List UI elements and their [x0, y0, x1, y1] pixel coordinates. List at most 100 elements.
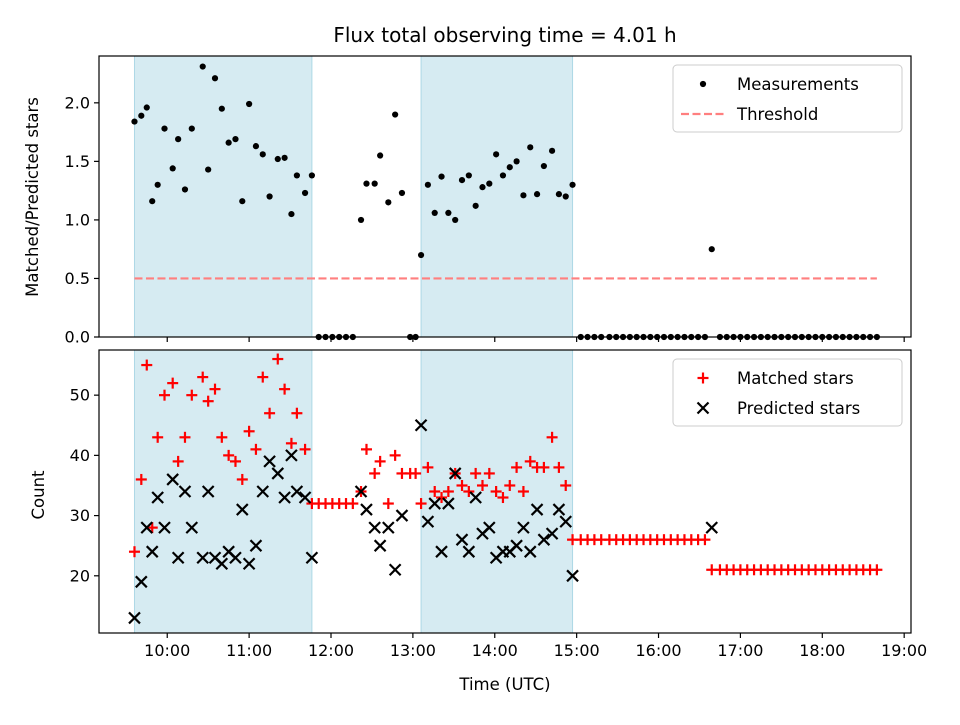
- predicted-star-marker: [510, 539, 523, 552]
- matched-star-marker: [141, 359, 153, 371]
- legend-box: [672, 358, 903, 427]
- predicted-star-marker: [455, 533, 469, 546]
- y-tick-label: 0.5: [65, 269, 90, 288]
- predicted-star-marker: [705, 521, 719, 534]
- measurement-point: [377, 152, 384, 159]
- top-y-axis-label: Matched/Predicted stars: [23, 97, 42, 297]
- predicted-star-marker: [469, 491, 482, 504]
- measurement-point: [452, 216, 459, 224]
- matched-star-marker: [524, 455, 536, 467]
- measurement-point: [431, 209, 438, 216]
- matched-star-marker: [272, 353, 284, 365]
- matched-star-marker: [264, 407, 276, 419]
- measurement-point: [169, 165, 176, 172]
- y-tick-label: 1.5: [65, 152, 90, 171]
- matched-star-marker: [476, 479, 488, 491]
- measurement-point: [527, 144, 534, 151]
- bottom-y-axis-label: Count: [29, 470, 48, 520]
- predicted-star-marker: [373, 539, 387, 552]
- bottom-axes-frame: [98, 349, 912, 634]
- predicted-star-marker: [552, 503, 566, 516]
- measurement-point: [533, 191, 541, 198]
- matched-star-marker: [422, 461, 434, 473]
- matched-star-marker: [197, 371, 209, 383]
- predicted-star-marker: [185, 521, 199, 534]
- matched-star-marker: [360, 443, 372, 455]
- measurement-point: [225, 139, 232, 146]
- measurement-point: [288, 210, 295, 218]
- matched-star-marker: [257, 371, 269, 383]
- measurement-point: [445, 209, 452, 216]
- measurement-point: [181, 186, 189, 193]
- matched-star-marker: [442, 486, 454, 497]
- legend-label: Matched stars: [737, 369, 854, 388]
- matched-star-marker: [299, 443, 311, 455]
- measurement-point: [211, 75, 219, 82]
- measurement-point: [154, 181, 161, 188]
- predicted-star-marker: [523, 545, 537, 558]
- matched-star-marker: [186, 389, 198, 401]
- measurement-point: [555, 191, 563, 198]
- predicted-star-marker: [360, 503, 373, 516]
- matched-star-marker: [285, 437, 297, 449]
- measurement-point: [438, 173, 445, 180]
- measurement-point: [281, 154, 288, 161]
- measurement-point: [301, 189, 309, 197]
- matched-star-marker: [497, 492, 509, 504]
- predicted-star-marker: [517, 521, 530, 534]
- measurement-point: [417, 251, 425, 259]
- y-tick-label: 50: [70, 386, 90, 405]
- y-tick-label: 1.0: [65, 210, 90, 229]
- predicted-star-marker: [566, 569, 579, 583]
- measurement-point: [499, 172, 507, 179]
- matched-star-marker: [202, 395, 214, 407]
- measurement-point: [246, 100, 253, 108]
- predicted-star-marker: [128, 611, 141, 625]
- predicted-star-marker: [537, 533, 551, 546]
- predicted-star-marker: [236, 503, 249, 516]
- measurement-point: [708, 246, 715, 253]
- measurement-point: [205, 166, 212, 173]
- measurement-point: [357, 216, 365, 224]
- predicted-star-marker: [442, 497, 455, 510]
- y-tick-label: 30: [70, 506, 90, 525]
- measurement-point: [131, 118, 138, 125]
- matched-star-marker: [382, 498, 394, 510]
- predicted-star-marker: [215, 557, 229, 571]
- matched-star-marker: [553, 461, 565, 473]
- measurement-point: [252, 143, 260, 150]
- matched-star-marker: [560, 479, 572, 491]
- measurement-point: [479, 184, 486, 191]
- measurement-point: [398, 189, 406, 197]
- matched-star-marker: [483, 467, 495, 479]
- predicted-star-marker: [559, 515, 573, 528]
- top-axes-frame: [98, 55, 912, 338]
- predicted-star-marker: [140, 521, 154, 534]
- x-tick-label: 16:00: [635, 641, 681, 660]
- matched-star-marker: [374, 455, 386, 467]
- measurement-point: [175, 136, 182, 143]
- matched-star-marker: [128, 546, 140, 558]
- predicted-star-marker: [388, 563, 402, 577]
- measurement-point: [562, 193, 569, 200]
- predicted-star-marker: [462, 545, 476, 558]
- predicted-star-marker: [545, 527, 559, 540]
- y-tick-label: 20: [70, 566, 90, 585]
- bottom-legend: Matched stars Predicted stars: [672, 358, 903, 427]
- measurement-point: [424, 181, 431, 188]
- x-tick-label: 18:00: [799, 641, 845, 660]
- predicted-star-marker: [166, 473, 179, 486]
- measurement-point: [520, 192, 527, 199]
- measurement-point: [218, 105, 225, 112]
- chart-title: Flux total observing time = 4.01 h: [333, 23, 676, 47]
- matched-star-marker: [179, 431, 191, 443]
- predicted-star-marker: [249, 539, 263, 552]
- measurement-point: [259, 151, 266, 158]
- matched-star-marker: [236, 473, 248, 485]
- matched-star-marker: [291, 407, 303, 419]
- matched-star-marker: [135, 473, 147, 485]
- measurement-point: [548, 147, 556, 154]
- matched-star-marker: [229, 455, 241, 467]
